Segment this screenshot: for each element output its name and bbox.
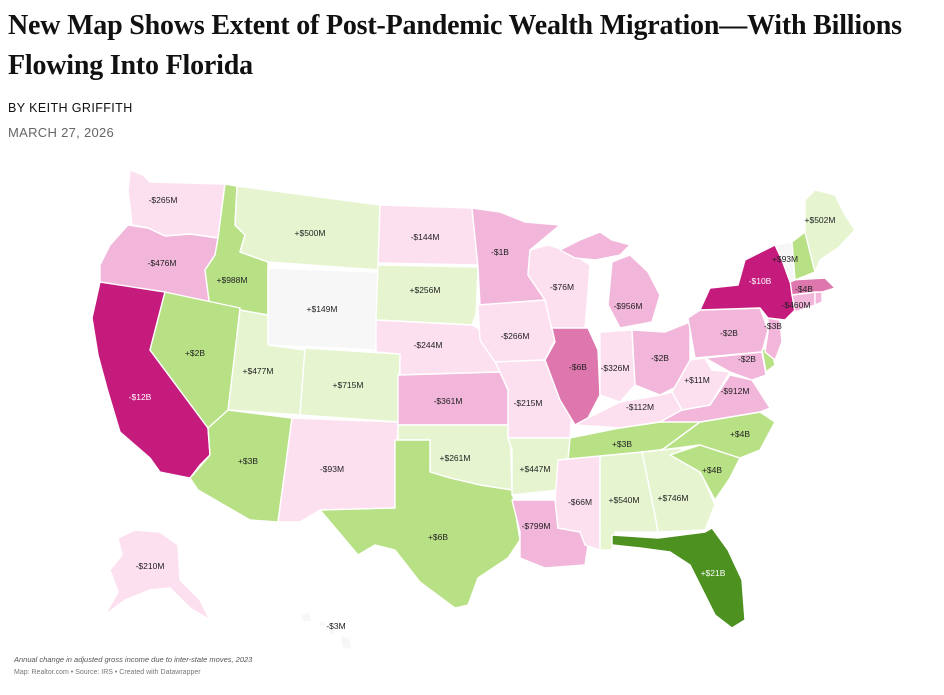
article-byline[interactable]: BY KEITH GRIFFITH — [8, 101, 133, 115]
label-ga: +$746M — [658, 493, 689, 503]
label-ak: -$210M — [136, 561, 165, 571]
label-oh: -$2B — [651, 353, 669, 363]
label-ne: -$244M — [414, 340, 443, 350]
label-ms: -$66M — [568, 497, 592, 507]
state-ak[interactable] — [104, 529, 211, 621]
label-md: -$2B — [738, 354, 756, 364]
label-ut: +$477M — [243, 366, 274, 376]
label-id: +$988M — [217, 275, 248, 285]
label-nm: -$93M — [320, 464, 344, 474]
label-nj: -$3B — [764, 321, 782, 331]
label-wi: -$76M — [550, 282, 574, 292]
label-mt: +$500M — [295, 228, 326, 238]
label-al: +$540M — [609, 495, 640, 505]
label-sd: +$256M — [410, 285, 441, 295]
state-vt[interactable] — [774, 241, 796, 283]
label-pa: -$2B — [720, 328, 738, 338]
label-ok: +$261M — [440, 453, 471, 463]
label-nc: +$4B — [730, 429, 750, 439]
label-mo: -$215M — [514, 398, 543, 408]
article-date: MARCH 27, 2026 — [8, 125, 115, 140]
state-md[interactable] — [704, 351, 767, 381]
label-nv: +$2B — [185, 348, 205, 358]
label-va: -$912M — [721, 386, 750, 396]
state-mi[interactable] — [607, 254, 661, 329]
label-wy: +$149M — [307, 304, 338, 314]
label-ar: +$447M — [520, 464, 551, 474]
label-vt: +$93M — [772, 254, 798, 264]
label-ct: -$460M — [782, 300, 811, 310]
state-sd[interactable] — [375, 264, 479, 326]
state-ri[interactable] — [814, 291, 823, 306]
label-nd: -$144M — [411, 232, 440, 242]
state-wi[interactable] — [527, 244, 591, 331]
label-wv: +$11M — [684, 375, 710, 385]
label-ca: -$12B — [129, 392, 152, 402]
label-fl: +$21B — [701, 568, 726, 578]
label-la: -$799M — [522, 521, 551, 531]
label-ma: -$4B — [795, 284, 813, 294]
label-mn: -$1B — [491, 247, 509, 257]
state-mi-upper[interactable] — [559, 231, 631, 261]
state-hi[interactable] — [299, 611, 353, 651]
label-sc: +$4B — [702, 465, 722, 475]
article-headline: New Map Shows Extent of Post-Pandemic We… — [8, 10, 902, 81]
label-ia: -$266M — [501, 331, 530, 341]
label-or: -$476M — [148, 258, 177, 268]
us-wealth-migration-map: -$265M -$476M -$12B +$988M +$2B +$500M +… — [91, 169, 856, 651]
state-fl[interactable] — [611, 527, 746, 629]
label-hi: -$3M — [326, 621, 345, 631]
state-ma[interactable] — [789, 277, 836, 296]
state-in[interactable] — [599, 329, 636, 403]
label-co: +$715M — [333, 380, 364, 390]
label-me: +$502M — [805, 215, 836, 225]
map-caption: Annual change in adjusted gross income d… — [14, 655, 253, 664]
label-az: +$3B — [238, 456, 258, 466]
map-credit: Map: Realtor.com • Source: IRS • Created… — [14, 669, 201, 676]
state-tx[interactable] — [319, 439, 521, 609]
label-il: -$6B — [569, 362, 587, 372]
label-ks: -$361M — [434, 396, 463, 406]
label-ky: -$112M — [626, 402, 654, 412]
label-wa: -$265M — [149, 195, 178, 205]
state-wv[interactable] — [671, 357, 731, 411]
label-tn: +$3B — [612, 439, 632, 449]
state-me[interactable] — [804, 189, 856, 273]
label-tx: +$6B — [428, 532, 448, 542]
label-mi: -$956M — [614, 301, 643, 311]
label-in: -$326M — [601, 363, 630, 373]
label-ny: -$10B — [749, 276, 772, 286]
